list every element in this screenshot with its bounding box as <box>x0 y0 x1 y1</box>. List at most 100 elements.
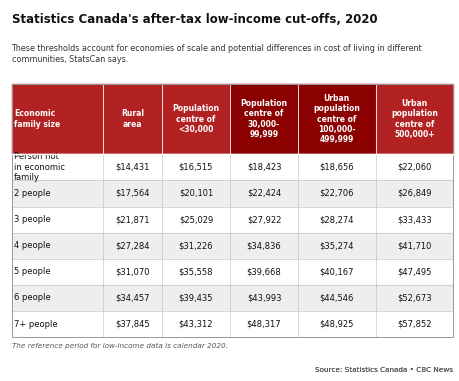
Text: $43,312: $43,312 <box>178 320 213 329</box>
Bar <box>375 207 452 233</box>
Text: $25,029: $25,029 <box>179 215 213 224</box>
Text: Person not
in economic
family: Person not in economic family <box>14 152 65 182</box>
Text: 3 people: 3 people <box>14 215 51 224</box>
Text: $37,845: $37,845 <box>115 320 150 329</box>
Bar <box>103 154 162 181</box>
Text: $35,558: $35,558 <box>178 267 213 276</box>
Bar <box>11 259 103 285</box>
Bar <box>103 84 162 154</box>
Text: The reference period for low-income data is calendar 2020.: The reference period for low-income data… <box>11 343 227 349</box>
Bar <box>230 207 297 233</box>
Text: Urban
population
centre of
100,000-
499,999: Urban population centre of 100,000- 499,… <box>313 94 359 144</box>
Text: $47,495: $47,495 <box>396 267 431 276</box>
Bar <box>162 84 230 154</box>
Text: $28,274: $28,274 <box>319 215 353 224</box>
Bar <box>297 207 375 233</box>
Text: $18,423: $18,423 <box>246 163 280 172</box>
Bar <box>375 311 452 337</box>
Text: $22,706: $22,706 <box>319 189 353 198</box>
Text: $14,431: $14,431 <box>115 163 149 172</box>
Bar <box>11 181 103 207</box>
Text: 5 people: 5 people <box>14 267 51 276</box>
Text: $31,226: $31,226 <box>178 241 213 250</box>
Text: $22,060: $22,060 <box>396 163 431 172</box>
Text: 4 people: 4 people <box>14 241 51 250</box>
Text: $48,317: $48,317 <box>246 320 281 329</box>
Text: $27,284: $27,284 <box>115 241 149 250</box>
Text: 7+ people: 7+ people <box>14 320 58 329</box>
Bar <box>375 181 452 207</box>
Bar <box>162 154 230 181</box>
Bar <box>11 154 103 181</box>
Text: $41,710: $41,710 <box>396 241 431 250</box>
Bar <box>11 84 452 337</box>
Bar <box>162 285 230 311</box>
Bar <box>230 84 297 154</box>
Bar <box>11 233 103 259</box>
Text: 2 people: 2 people <box>14 189 51 198</box>
Bar <box>103 233 162 259</box>
Bar <box>375 233 452 259</box>
Text: $35,274: $35,274 <box>319 241 353 250</box>
Text: Source: Statistics Canada • CBC News: Source: Statistics Canada • CBC News <box>314 367 452 373</box>
Bar <box>162 311 230 337</box>
Text: $52,673: $52,673 <box>396 293 431 303</box>
Bar <box>103 259 162 285</box>
Bar <box>297 84 375 154</box>
Bar <box>230 285 297 311</box>
Bar <box>375 84 452 154</box>
Text: $34,457: $34,457 <box>115 293 149 303</box>
Bar <box>230 181 297 207</box>
Text: $34,836: $34,836 <box>246 241 281 250</box>
Bar <box>297 154 375 181</box>
Bar <box>11 207 103 233</box>
Text: $17,564: $17,564 <box>115 189 149 198</box>
Bar <box>162 207 230 233</box>
Text: Urban
population
centre of
500,000+: Urban population centre of 500,000+ <box>390 99 437 139</box>
Bar <box>162 233 230 259</box>
Bar <box>297 233 375 259</box>
Text: $44,546: $44,546 <box>319 293 353 303</box>
Text: 6 people: 6 people <box>14 293 51 303</box>
Bar <box>11 84 103 154</box>
Bar <box>230 259 297 285</box>
Bar <box>230 154 297 181</box>
Text: These thresholds account for economies of scale and potential differences in cos: These thresholds account for economies o… <box>11 44 421 64</box>
Text: Population
centre of
<30,000: Population centre of <30,000 <box>172 104 219 134</box>
Text: $21,871: $21,871 <box>115 215 149 224</box>
Text: Rural
area: Rural area <box>121 109 144 129</box>
Bar <box>297 311 375 337</box>
Text: Population
centre of
30,000-
99,999: Population centre of 30,000- 99,999 <box>240 99 287 139</box>
Bar <box>375 285 452 311</box>
Text: $39,668: $39,668 <box>246 267 281 276</box>
Bar <box>297 181 375 207</box>
Bar <box>103 311 162 337</box>
Text: $20,101: $20,101 <box>179 189 213 198</box>
Text: $31,070: $31,070 <box>115 267 149 276</box>
Text: $27,922: $27,922 <box>246 215 280 224</box>
Text: Source: Statistics Canada • CBC News: Source: Statistics Canada • CBC News <box>314 367 452 373</box>
Bar <box>11 285 103 311</box>
Bar <box>103 207 162 233</box>
Bar <box>230 311 297 337</box>
Bar <box>103 181 162 207</box>
Text: $40,167: $40,167 <box>319 267 353 276</box>
Text: $57,852: $57,852 <box>396 320 431 329</box>
Text: $26,849: $26,849 <box>396 189 431 198</box>
Text: Economic
family size: Economic family size <box>14 109 61 129</box>
Bar <box>11 311 103 337</box>
Text: $16,515: $16,515 <box>178 163 213 172</box>
Bar <box>230 233 297 259</box>
Text: $43,993: $43,993 <box>246 293 280 303</box>
Text: Statistics Canada's after-tax low-income cut-offs, 2020: Statistics Canada's after-tax low-income… <box>11 13 376 26</box>
Text: $18,656: $18,656 <box>319 163 353 172</box>
Bar <box>103 285 162 311</box>
Bar <box>297 285 375 311</box>
Bar <box>162 259 230 285</box>
Text: $33,433: $33,433 <box>396 215 431 224</box>
Bar <box>297 259 375 285</box>
Text: $48,925: $48,925 <box>319 320 353 329</box>
Bar <box>375 154 452 181</box>
Text: $39,435: $39,435 <box>178 293 213 303</box>
Bar <box>375 259 452 285</box>
